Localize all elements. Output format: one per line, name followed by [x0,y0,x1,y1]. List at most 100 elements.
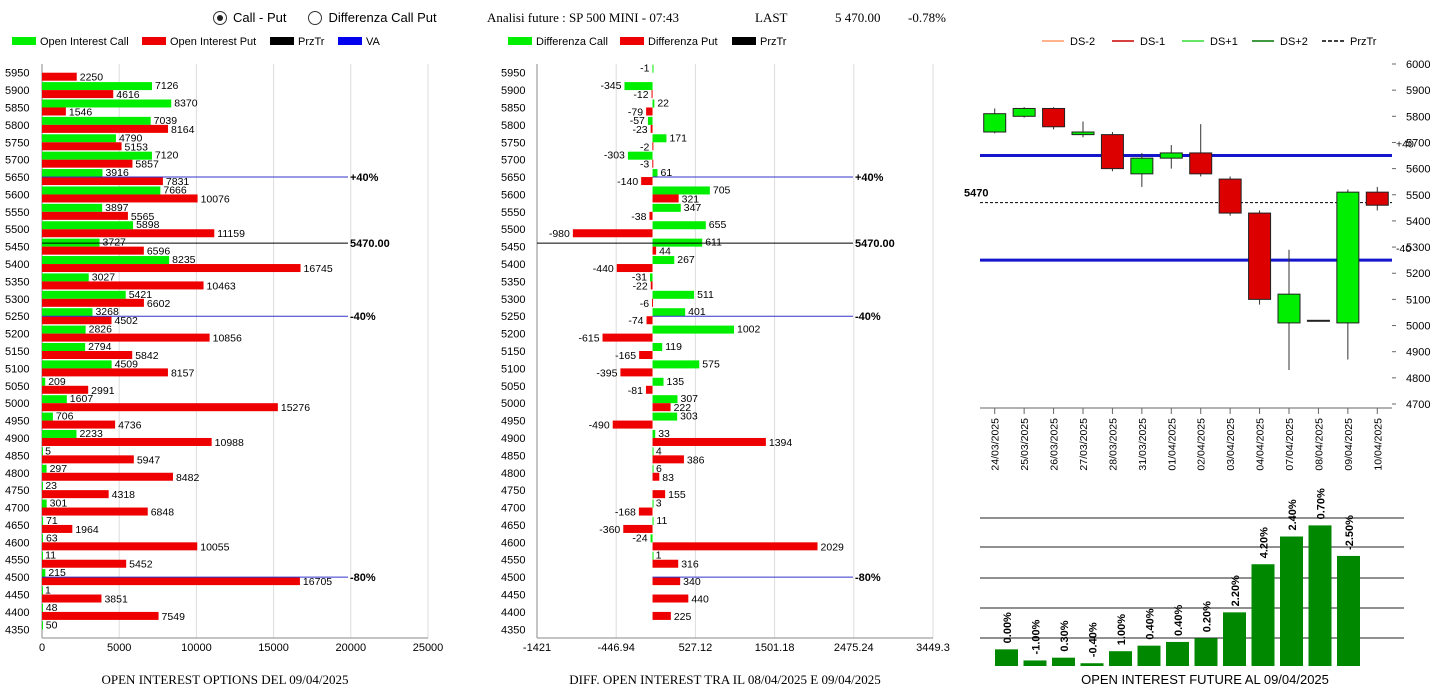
legend-label: Open Interest Put [170,36,256,48]
oi-options-call-value: 706 [56,411,74,423]
diff-oi-ref-label: -40% [855,311,881,323]
diff-oi-call-value: 3 [656,498,662,510]
diff-oi-call-bar [650,534,653,543]
candle-last-label: 5470 [964,188,988,200]
oi-options-put-value: 2991 [91,385,115,397]
oi-options-put-value: 6848 [151,507,175,519]
diff-oi-tick-label: 5200 [501,329,525,341]
diff-oi-tick-label: 5050 [501,381,525,393]
oi-options-put-value: 3851 [104,594,128,606]
oi-options-put-bar [42,298,144,307]
diff-oi-put-value: -74 [628,315,643,327]
diff-oi-tick-label: 5950 [501,68,525,80]
oi-options-put-value: 11159 [217,228,245,240]
diff-oi-put-value: -440 [593,263,614,275]
oi-options-put-value: 10076 [201,193,230,205]
oi-options-call-bar [42,516,44,525]
diff-oi-call-bar [652,395,678,404]
oi-options-tick-label: 5700 [5,155,29,167]
legend-label: DS-1 [1140,36,1165,48]
diff-oi-put-bar [651,90,653,99]
candle-up [983,113,1007,133]
candle-date-label: 04/04/2025 [1255,418,1267,471]
oi-options-put-value: 10856 [213,333,242,345]
diff-oi-call-value: 135 [667,376,685,388]
diff-oi-tick-label: 4600 [501,537,525,549]
candle-y-tick-label: 5200 [1406,268,1430,280]
oi-options-call-bar [42,151,152,160]
oi-options-call-bar [42,186,161,195]
diff-oi-tick-label: 4950 [501,416,525,428]
oi-options-ref-label: -80% [350,572,376,584]
candle-y-tick-label: 4700 [1406,399,1430,411]
diff-oi-call-bar [652,377,664,386]
diff-oi-put-value: -615 [579,333,600,345]
candle-up [1071,131,1095,136]
diff-oi-tick-label: 4700 [501,503,525,515]
diff-oi-put-value: -22 [633,280,648,292]
oi-future-value-label: 1.00% [1116,614,1128,645]
diff-oi-call-bar [652,308,686,317]
diff-oi-put-value: -360 [599,524,620,536]
legend-label: PrzTr [1350,36,1377,48]
diff-oi-put-bar [652,542,818,551]
oi-options-put-value: 5842 [135,350,159,362]
oi-options-put-value: 5565 [131,211,155,223]
diff-oi-tick-label: 4800 [501,468,525,480]
diff-oi-tick-label: 4500 [501,572,525,584]
oi-options-ref-label: 5470.00 [350,238,390,250]
oi-options-call-value: 48 [46,602,58,614]
diff-oi-call-value: 61 [661,167,673,179]
candle-date-label: 08/04/2025 [1313,418,1325,471]
diff-oi-put-value: -12 [633,89,648,101]
oi-options-call-value: 215 [48,567,66,579]
candle-up [1130,157,1154,175]
oi-options-put-value: 6596 [147,246,171,258]
oi-options-tick-label: 4700 [5,503,29,515]
diff-oi-tick-label: 5700 [501,155,525,167]
oi-options-call-bar [42,464,47,473]
diff-oi-x-tick-label: 1501.18 [755,642,795,654]
oi-options-call-bar [42,534,43,543]
radio-differenza-label: Differenza Call Put [328,10,437,25]
oi-options-tick-label: 5100 [5,363,29,375]
candle-band-label: -40 [1396,243,1411,255]
oi-options-tick-label: 4750 [5,485,29,497]
diff-oi-put-bar [652,437,766,446]
oi-options-tick-label: 4550 [5,555,29,567]
diff-oi-call-value: -345 [600,80,621,92]
oi-options-call-value: 23 [45,480,57,492]
diff-oi-call-bar [652,412,678,421]
candle-down [1248,212,1272,300]
diff-oi-call-bar [652,360,700,369]
oi-future-bar [1308,525,1332,666]
diff-oi-put-bar [572,229,653,238]
candle-y-tick-label: 5300 [1406,242,1430,254]
oi-options-tick-label: 5500 [5,224,29,236]
diff-oi-put-bar [602,333,653,342]
radio-call-put-label: Call - Put [233,10,287,25]
radio-call-put[interactable]: Call - Put [213,10,286,25]
diff-oi-put-value: -395 [596,367,617,379]
oi-options-x-tick-label: 15000 [258,642,289,654]
candle-down [1100,134,1124,170]
diff-oi-put-value: -980 [549,228,570,240]
candle-y-tick-label: 5900 [1406,85,1430,97]
diff-oi-put-bar [652,611,671,620]
diff-oi-call-value: 655 [709,219,727,231]
oi-options-call-bar [42,447,43,456]
candle-date-label: 26/03/2025 [1049,418,1061,471]
diff-oi-put-value: 321 [682,193,700,205]
oi-options-x-tick-label: 0 [39,642,45,654]
diff-oi-put-value: 340 [683,576,701,588]
oi-options-call-bar [42,82,153,91]
oi-options-call-value: 2826 [89,324,113,336]
oi-options-put-bar [42,246,144,255]
candle-down [1218,178,1242,214]
radio-differenza[interactable]: Differenza Call Put [308,10,437,25]
legend-label: Differenza Call [536,36,608,48]
oi-future-bar [1080,663,1104,666]
oi-options-call-value: 3897 [105,202,129,214]
oi-options-put-bar [42,72,77,81]
diff-oi-call-value: 1002 [737,324,761,336]
